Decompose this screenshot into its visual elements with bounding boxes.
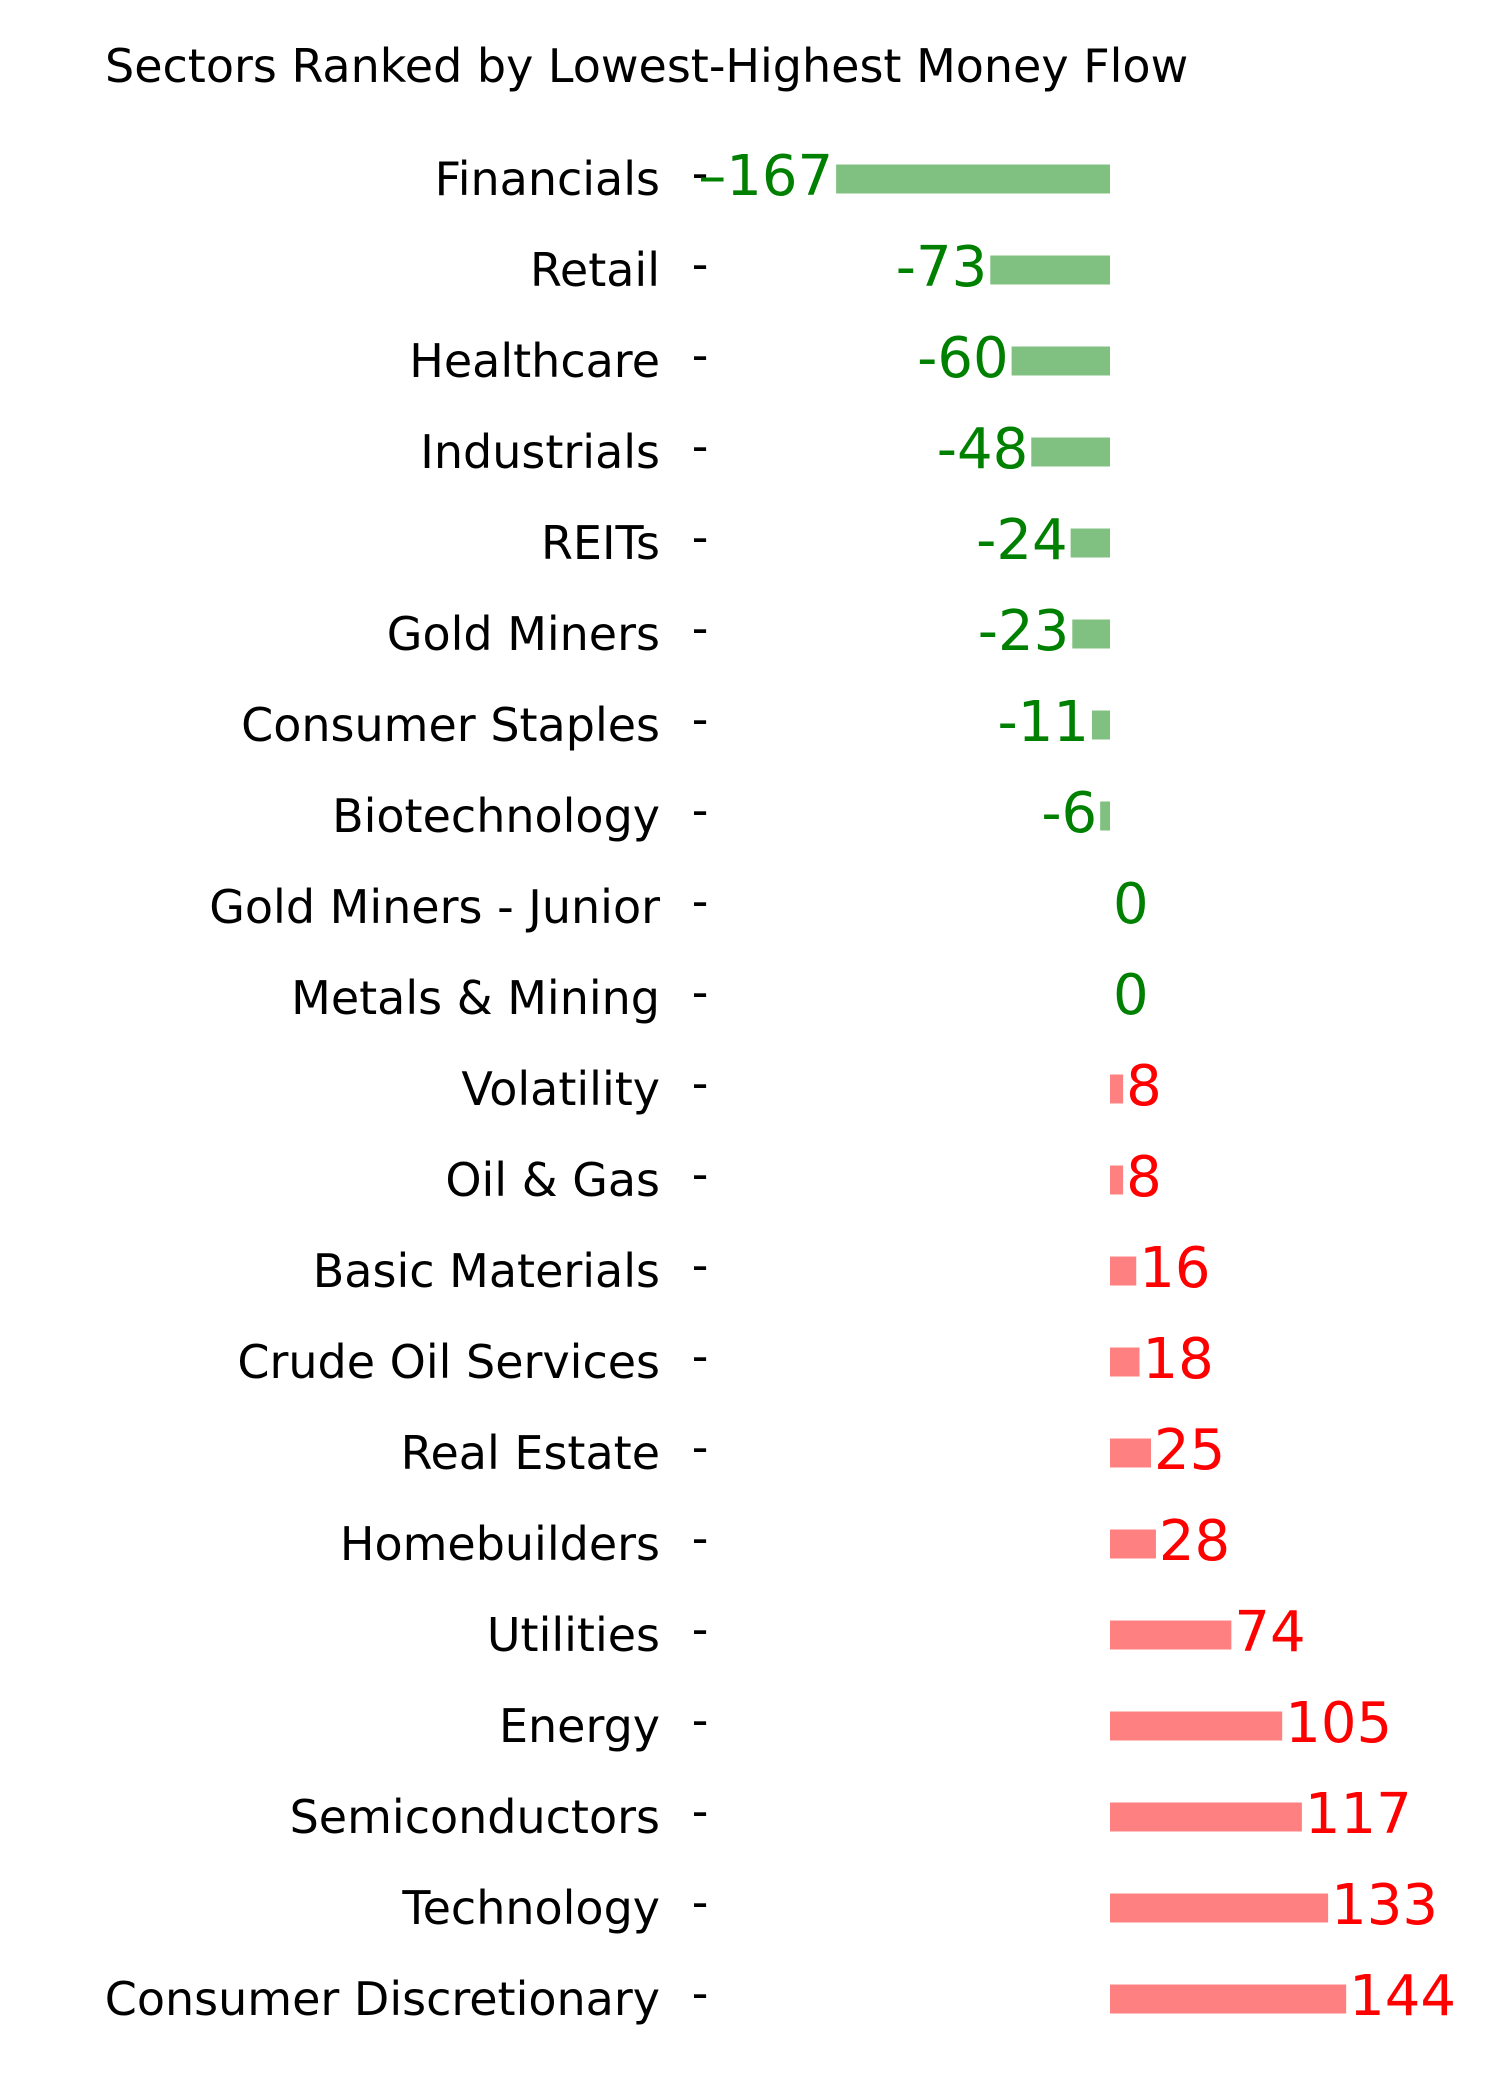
tick-mark-oil-and-gas: - [692, 1147, 709, 1201]
tick-mark-homebuilders: - [692, 1511, 709, 1565]
tick-mark-semiconductors: - [692, 1784, 709, 1838]
value-label-gold-miners-junior: 0 [1113, 872, 1149, 937]
bar-energy [1110, 1711, 1283, 1741]
tick-mark-basic-materials: - [692, 1238, 709, 1292]
value-label-healthcare: -60 [917, 326, 1008, 391]
chart-title: Sectors Ranked by Lowest-Highest Money F… [105, 39, 1188, 93]
bar-consumer-discretionary [1110, 1984, 1347, 2014]
value-label-metals-and-mining: 0 [1113, 963, 1149, 1028]
category-label-healthcare: Healthcare [409, 334, 660, 388]
tick-mark-technology: - [692, 1875, 709, 1929]
category-label-reits: REITs [541, 516, 660, 570]
category-label-oil-and-gas: Oil & Gas [445, 1153, 660, 1207]
value-label-biotechnology: -6 [1041, 781, 1097, 846]
tick-mark-biotechnology: - [692, 783, 709, 837]
value-label-financials: –167 [698, 144, 833, 209]
tick-mark-gold-miners: - [692, 601, 709, 655]
value-label-real-estate: 25 [1154, 1418, 1225, 1483]
category-label-technology: Technology [401, 1881, 660, 1935]
tick-mark-gold-miners-junior: - [692, 874, 709, 928]
tick-mark-healthcare: - [692, 328, 709, 382]
bar-basic-materials [1110, 1256, 1137, 1286]
tick-mark-financials: - [692, 146, 709, 200]
bar-healthcare [1011, 346, 1110, 376]
tick-mark-real-estate: - [692, 1420, 709, 1474]
bar-financials [836, 164, 1110, 194]
value-label-gold-miners: -23 [978, 599, 1069, 664]
value-label-basic-materials: 16 [1139, 1236, 1210, 1301]
category-label-gold-miners: Gold Miners [387, 607, 660, 661]
value-label-consumer-discretionary: 144 [1349, 1964, 1456, 2029]
value-label-volatility: 8 [1126, 1054, 1162, 1119]
category-label-gold-miners-junior: Gold Miners - Junior [209, 880, 660, 934]
category-label-consumer-discretionary: Consumer Discretionary [105, 1972, 660, 2026]
bar-gold-miners [1072, 619, 1110, 649]
tick-mark-metals-and-mining: - [692, 965, 709, 1019]
tick-mark-crude-oil-services: - [692, 1329, 709, 1383]
value-label-semiconductors: 117 [1305, 1782, 1412, 1847]
bar-industrials [1031, 437, 1110, 467]
category-label-semiconductors: Semiconductors [290, 1790, 660, 1844]
category-label-basic-materials: Basic Materials [313, 1244, 660, 1298]
value-label-consumer-staples: -11 [997, 690, 1088, 755]
tick-mark-volatility: - [692, 1056, 709, 1110]
value-label-utilities: 74 [1234, 1600, 1305, 1665]
tick-mark-utilities: - [692, 1602, 709, 1656]
value-label-crude-oil-services: 18 [1143, 1327, 1214, 1392]
tick-mark-consumer-staples: - [692, 692, 709, 746]
category-label-financials: Financials [435, 152, 660, 206]
category-label-crude-oil-services: Crude Oil Services [237, 1335, 660, 1389]
bar-retail [990, 255, 1110, 285]
bar-biotechnology [1100, 801, 1110, 831]
bar-crude-oil-services [1110, 1347, 1140, 1377]
category-label-industrials: Industrials [420, 425, 660, 479]
tick-mark-reits: - [692, 510, 709, 564]
category-label-metals-and-mining: Metals & Mining [291, 971, 660, 1025]
tick-mark-retail: - [692, 237, 709, 291]
tick-mark-industrials: - [692, 419, 709, 473]
value-label-energy: 105 [1285, 1691, 1392, 1756]
tick-mark-consumer-discretionary: - [692, 1966, 709, 2020]
bar-technology [1110, 1893, 1329, 1923]
bar-homebuilders [1110, 1529, 1156, 1559]
bar-oil-and-gas [1110, 1165, 1124, 1195]
bar-real-estate [1110, 1438, 1151, 1468]
category-label-energy: Energy [499, 1699, 660, 1753]
category-label-retail: Retail [530, 243, 660, 297]
value-label-reits: -24 [976, 508, 1067, 573]
bar-volatility [1110, 1074, 1124, 1104]
tick-mark-energy: - [692, 1693, 709, 1747]
value-label-oil-and-gas: 8 [1126, 1145, 1162, 1210]
category-label-volatility: Volatility [461, 1062, 660, 1116]
value-label-retail: -73 [896, 235, 987, 300]
category-label-utilities: Utilities [487, 1608, 660, 1662]
bar-utilities [1110, 1620, 1232, 1650]
value-label-technology: 133 [1331, 1873, 1438, 1938]
category-label-consumer-staples: Consumer Staples [241, 698, 660, 752]
category-label-real-estate: Real Estate [401, 1426, 660, 1480]
bar-reits [1070, 528, 1110, 558]
value-label-homebuilders: 28 [1159, 1509, 1230, 1574]
bar-consumer-staples [1091, 710, 1110, 740]
category-label-homebuilders: Homebuilders [340, 1517, 660, 1571]
bar-semiconductors [1110, 1802, 1302, 1832]
value-label-industrials: -48 [937, 417, 1028, 482]
category-label-biotechnology: Biotechnology [332, 789, 660, 843]
